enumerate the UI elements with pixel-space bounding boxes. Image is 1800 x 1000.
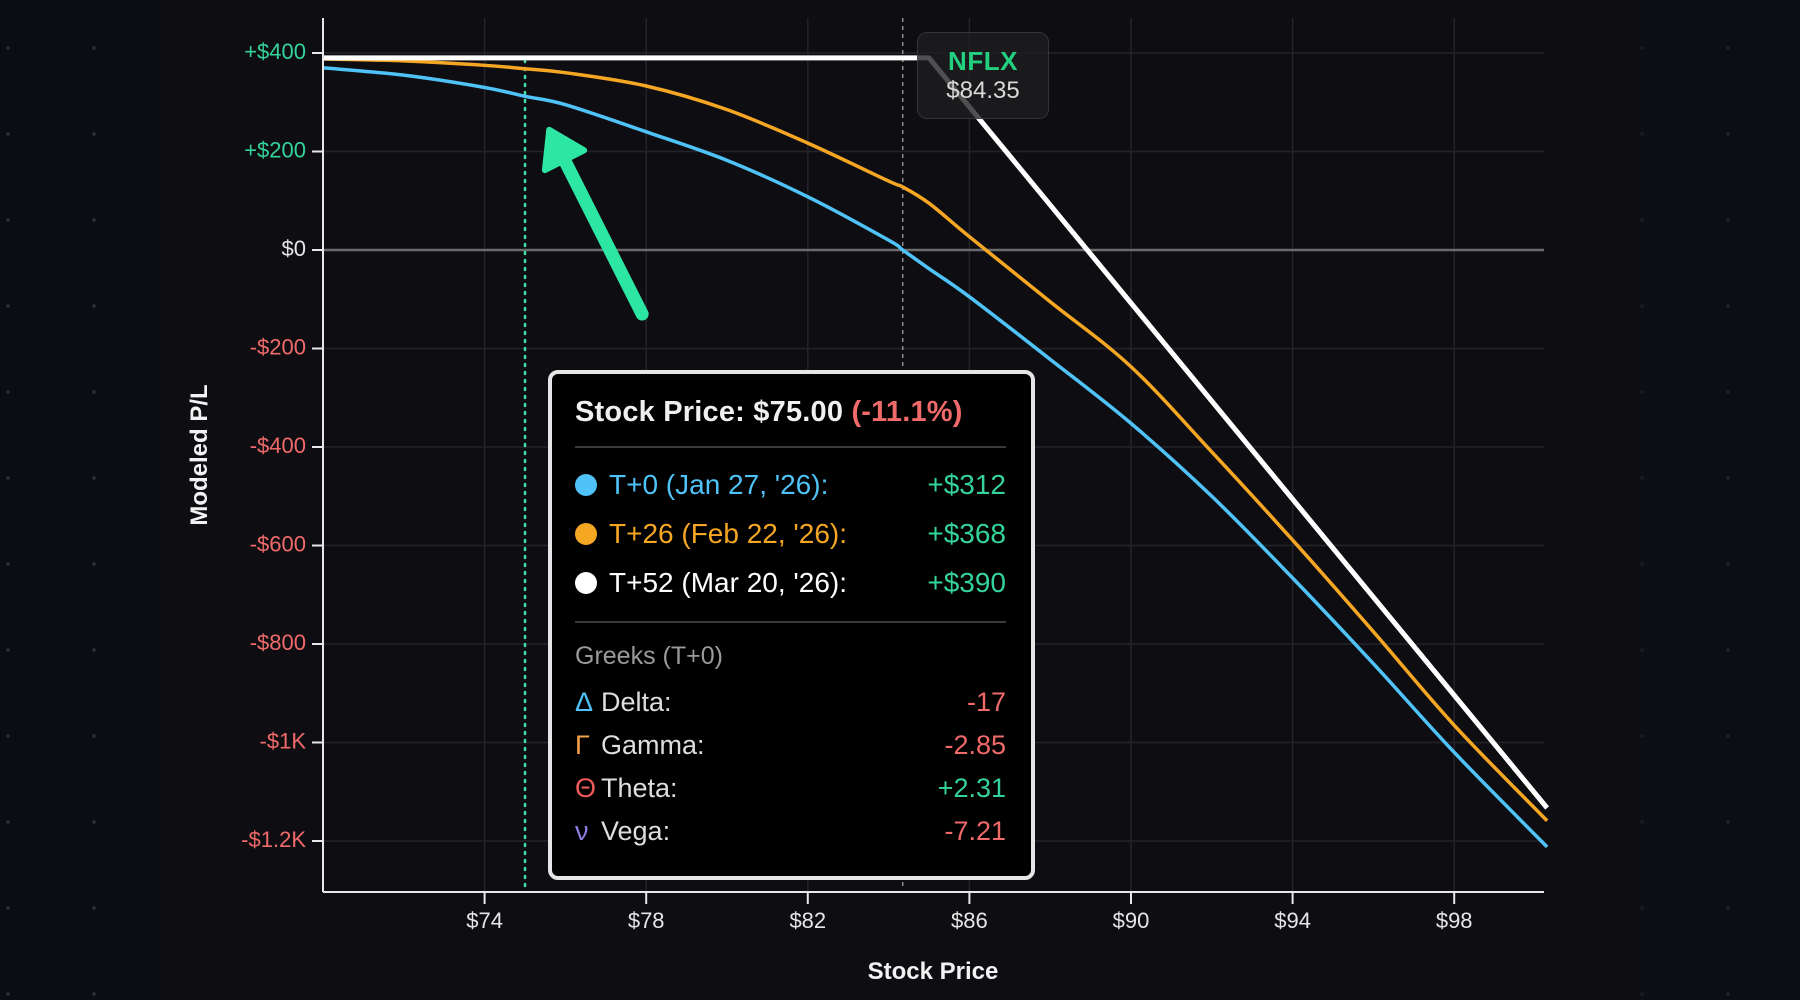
greek-name: Gamma: — [601, 730, 705, 760]
current-price: $84.35 — [946, 76, 1020, 104]
greek-value: -7.21 — [944, 816, 1006, 846]
right-side-panel — [1638, 0, 1800, 1000]
series-label: T+0 (Jan 27, '26): — [609, 468, 829, 500]
gamma-icon: Γ — [575, 730, 590, 760]
greek-row-vega: ν Vega: -7.21 — [575, 810, 1006, 853]
y-tick-label: -$1.2K — [241, 827, 306, 852]
series-label: T+26 (Feb 22, '26): — [609, 517, 848, 549]
greek-value: -17 — [966, 687, 1006, 717]
x-axis-title: Stock Price — [868, 958, 999, 985]
series-value: +$312 — [927, 468, 1006, 500]
x-tick-label: $78 — [628, 908, 665, 933]
series-line-1 — [322, 57, 1549, 823]
x-tick-label: $94 — [1274, 908, 1311, 933]
greek-name: Delta: — [601, 687, 672, 717]
y-tick-label: -$200 — [250, 334, 306, 359]
ticker-symbol: NFLX — [948, 45, 1018, 76]
series-color-dot-icon — [575, 522, 597, 545]
annotation-arrow-icon — [541, 126, 649, 321]
series-value: +$368 — [927, 517, 1006, 549]
series-color-dot-icon — [575, 473, 597, 496]
tooltip-title: Stock Price: $75.00 (-11.1%) — [575, 396, 1006, 429]
y-tick-label: -$400 — [250, 433, 306, 458]
delta-icon: Δ — [575, 687, 594, 717]
y-tick-label: -$800 — [250, 630, 306, 655]
vega-icon: ν — [575, 816, 589, 846]
greek-value: -2.85 — [944, 730, 1006, 760]
tooltip-series-row: T+0 (Jan 27, '26): +$312 — [575, 460, 1006, 509]
y-tick-label: -$600 — [250, 531, 306, 556]
tooltip-price-change: (-11.1%) — [851, 396, 963, 428]
series-color-dot-icon — [575, 571, 597, 594]
x-tick-label: $90 — [1113, 908, 1150, 933]
tooltip-series-row: T+52 (Mar 20, '26): +$390 — [575, 558, 1006, 607]
greek-row-delta: Δ Delta: -17 — [575, 681, 1006, 724]
y-tick-label: -$1K — [260, 728, 307, 753]
greek-value: +2.31 — [937, 773, 1006, 803]
tooltip-series-list: T+0 (Jan 27, '26): +$312 T+26 (Feb 22, '… — [575, 460, 1006, 607]
x-tick-label: $74 — [466, 908, 503, 933]
current-price-badge: NFLX $84.35 — [917, 32, 1049, 119]
x-tick-label: $86 — [951, 908, 988, 933]
series-line-0 — [322, 66, 1549, 849]
y-axis-title: Modeled P/L — [186, 384, 213, 525]
series-label: T+52 (Mar 20, '26): — [609, 566, 847, 598]
greek-row-gamma: Γ Gamma: -2.85 — [575, 724, 1006, 767]
series-value: +$390 — [927, 566, 1006, 598]
tooltip-divider — [575, 446, 1006, 448]
x-tick-label: $82 — [789, 908, 826, 933]
tooltip-divider — [575, 621, 1006, 623]
y-tick-label: +$200 — [244, 137, 306, 162]
greek-row-theta: Θ Theta: +2.31 — [575, 767, 1006, 810]
greek-name: Vega: — [601, 816, 671, 846]
tooltip-series-row: T+26 (Feb 22, '26): +$368 — [575, 509, 1006, 558]
greeks-header: Greeks (T+0) — [575, 642, 723, 670]
greek-name: Theta: — [601, 773, 678, 803]
x-tick-label: $98 — [1436, 908, 1473, 933]
y-tick-label: +$400 — [244, 39, 306, 64]
tooltip-stock-price: Stock Price: $75.00 — [575, 396, 844, 428]
greeks-list: Δ Delta: -17 Γ Gamma: -2.85 Θ Theta: +2.31 … — [575, 681, 1006, 853]
hover-tooltip: Stock Price: $75.00 (-11.1%) T+0 (Jan 27… — [548, 370, 1035, 880]
x-axis-ticks: $74 $78 $82 $86 $90 $94 $98 — [466, 892, 1473, 933]
theta-icon: Θ — [575, 773, 597, 803]
y-tick-label: $0 — [282, 236, 306, 261]
y-axis-ticks: +$400 +$200 $0 -$200 -$400 -$600 -$800 -$1K -$1.… — [241, 39, 323, 852]
